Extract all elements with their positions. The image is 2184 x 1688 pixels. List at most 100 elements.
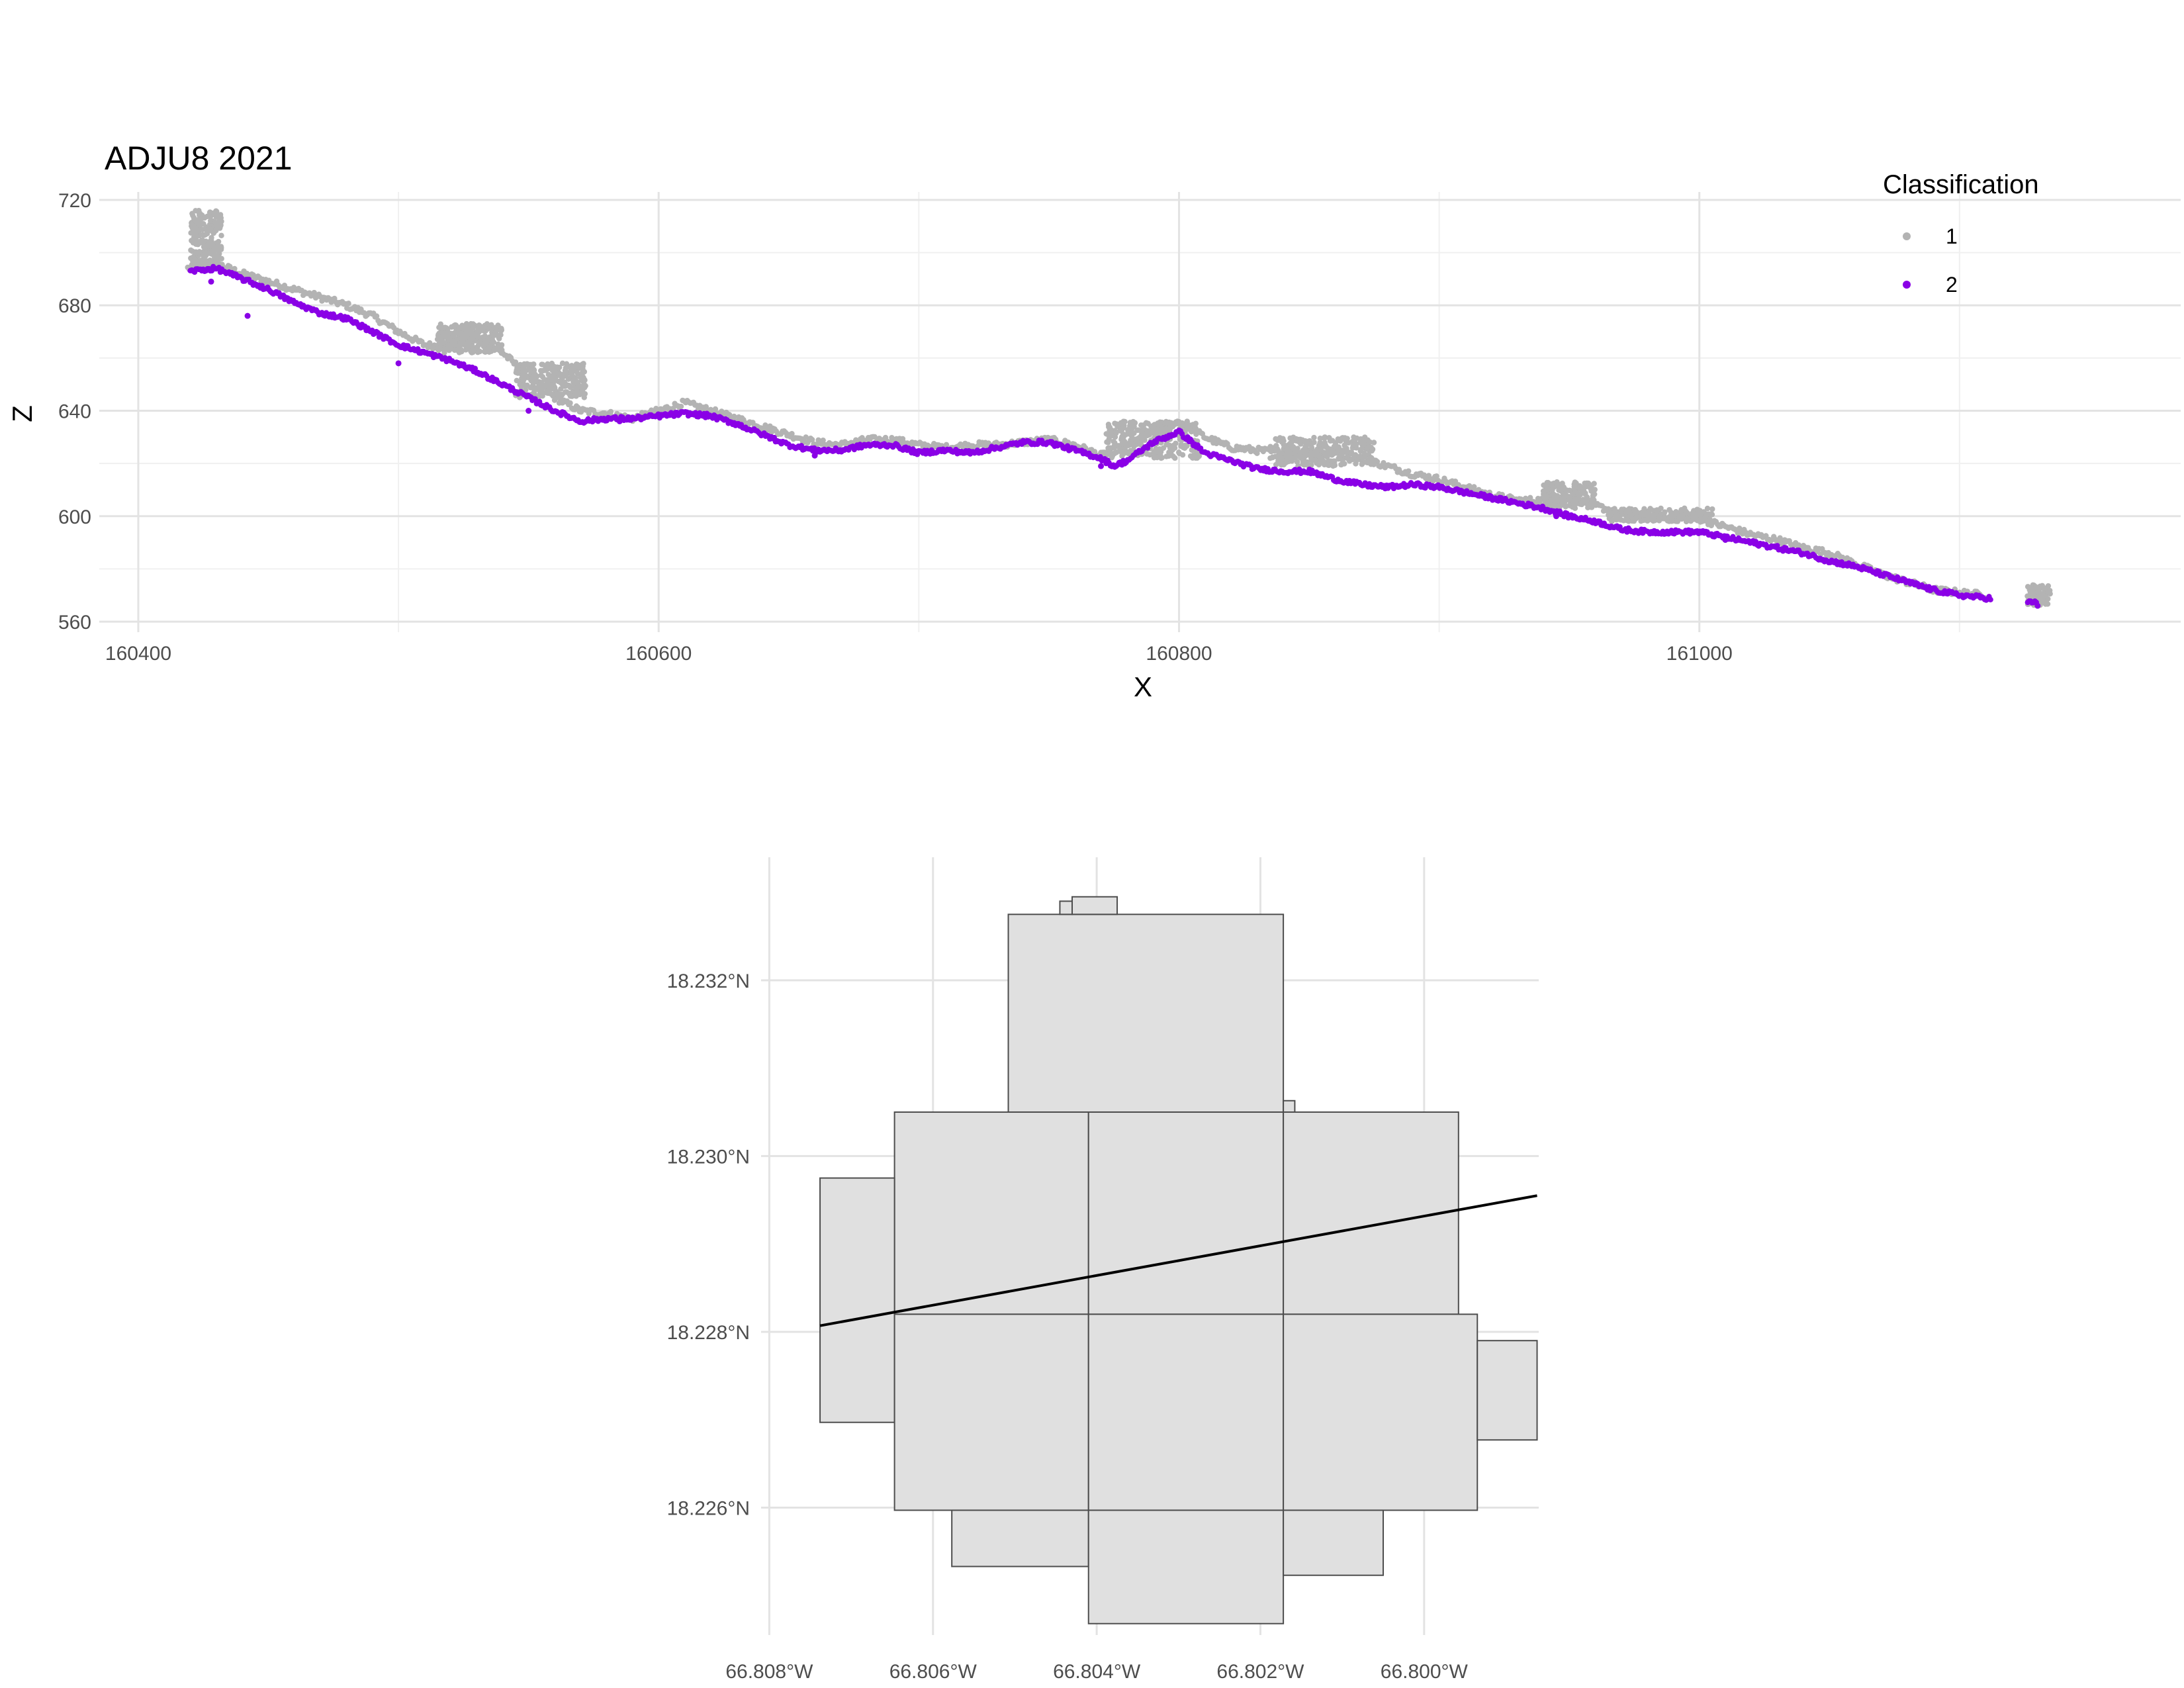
class-1-point xyxy=(469,350,475,355)
class-1-point xyxy=(205,243,210,249)
class-1-point xyxy=(1091,449,1098,455)
class-1-point xyxy=(1126,440,1132,447)
class-1-point xyxy=(1371,440,1377,445)
class-1-point xyxy=(1552,499,1558,506)
class-1-point xyxy=(1173,421,1179,427)
class-1-point xyxy=(1344,436,1350,442)
class-1-point xyxy=(1170,442,1177,449)
class-1-point xyxy=(1582,480,1588,487)
class-1-point xyxy=(557,394,563,400)
class-1-point xyxy=(1128,433,1135,439)
class-1-point xyxy=(1554,479,1560,485)
class-1-point xyxy=(1125,450,1132,457)
class-1-point xyxy=(567,384,574,390)
class-1-point xyxy=(1471,484,1477,490)
class-1-point xyxy=(574,385,580,391)
class-1-point xyxy=(574,361,580,368)
class-1-point xyxy=(345,301,351,306)
class-1-point xyxy=(1654,507,1660,513)
class-1-point xyxy=(1696,517,1702,523)
class-1-point xyxy=(1570,491,1576,497)
class-2-point xyxy=(1098,463,1105,469)
class-1-point xyxy=(191,214,197,221)
legend-key-1 xyxy=(1903,232,1911,240)
class-1-point xyxy=(1273,447,1279,453)
class-1-point xyxy=(467,330,473,337)
class-1-point xyxy=(1572,496,1579,502)
class-1-point xyxy=(208,226,214,232)
class-1-point xyxy=(1345,440,1351,446)
class-1-point xyxy=(1332,458,1338,464)
class-1-point xyxy=(1179,423,1185,429)
class-1-point xyxy=(1109,432,1115,439)
class-1-point xyxy=(455,330,461,336)
class-1-point xyxy=(512,359,519,365)
class-1-point xyxy=(1646,508,1652,514)
class-1-point xyxy=(520,365,525,371)
class-1-point xyxy=(1369,447,1375,454)
class-1-point xyxy=(373,313,380,319)
class-1-point xyxy=(1662,514,1668,520)
class-1-point xyxy=(451,332,457,338)
class-1-point xyxy=(445,334,451,340)
class-1-point xyxy=(311,289,317,296)
class-1-point xyxy=(1187,453,1194,459)
class-1-point xyxy=(1284,445,1290,452)
map-latitude-labels: 18.226°N 18.228°N 18.230°N 18.232°N xyxy=(667,970,750,1520)
class-1-point xyxy=(547,383,553,389)
class-1-point xyxy=(1267,444,1273,449)
map-longitude-labels: 66.808°W 66.806°W 66.804°W 66.802°W 66.800°W xyxy=(725,1661,1468,1683)
class-2-point xyxy=(811,452,818,459)
x-tick-label: 160800 xyxy=(1146,643,1212,665)
class-1-point xyxy=(514,377,520,384)
class-1-point xyxy=(1292,455,1298,461)
map-tile xyxy=(1071,896,1118,915)
class-1-point xyxy=(545,361,551,367)
latitude-label: 18.232°N xyxy=(667,970,750,992)
class-1-point xyxy=(1167,425,1173,431)
class-1-point xyxy=(1632,506,1639,513)
class-1-point xyxy=(1289,438,1295,444)
map-tile xyxy=(893,1313,1089,1511)
class-1-point xyxy=(572,375,578,381)
map-tile xyxy=(1087,1313,1285,1511)
legend-label-1: 1 xyxy=(1946,224,1958,248)
class-1-point xyxy=(1188,428,1194,434)
longitude-label: 66.802°W xyxy=(1216,1661,1304,1683)
class-1-point xyxy=(1609,510,1615,517)
class-1-point xyxy=(1336,455,1342,461)
class-1-point xyxy=(1626,508,1632,514)
class-1-point xyxy=(1346,458,1353,464)
x-tick-label: 160400 xyxy=(105,643,171,665)
class-1-point xyxy=(1311,434,1317,441)
class-1-point xyxy=(1671,512,1677,519)
longitude-label: 66.804°W xyxy=(1053,1661,1141,1683)
class-1-point xyxy=(435,346,441,352)
class-1-point xyxy=(943,442,950,448)
class-1-point xyxy=(524,361,530,367)
class-1-point xyxy=(1559,502,1565,508)
class-1-point xyxy=(201,221,206,227)
y-tick-label: 560 xyxy=(58,612,91,633)
class-1-point xyxy=(472,332,478,338)
class-1-point xyxy=(1332,462,1338,469)
class-1-point xyxy=(1690,510,1696,516)
class-1-point xyxy=(1151,449,1157,455)
class-1-point xyxy=(1119,441,1125,447)
y-tick-label: 600 xyxy=(58,506,91,528)
class-1-point xyxy=(1668,518,1675,524)
map-tile xyxy=(1283,1100,1296,1113)
class-1-point xyxy=(1321,435,1327,441)
class-1-point xyxy=(1651,512,1657,518)
class-1-point xyxy=(1777,535,1783,541)
map-tile xyxy=(951,1509,1089,1568)
class-1-point xyxy=(461,325,467,331)
legend-title: Classification xyxy=(1883,170,2039,199)
class-1-point xyxy=(1363,445,1370,451)
legend-key-2 xyxy=(1903,281,1911,289)
class-1-point xyxy=(1353,435,1360,442)
class-1-point xyxy=(1120,425,1127,431)
class-1-point xyxy=(1580,488,1586,494)
class-1-point xyxy=(1130,420,1136,426)
